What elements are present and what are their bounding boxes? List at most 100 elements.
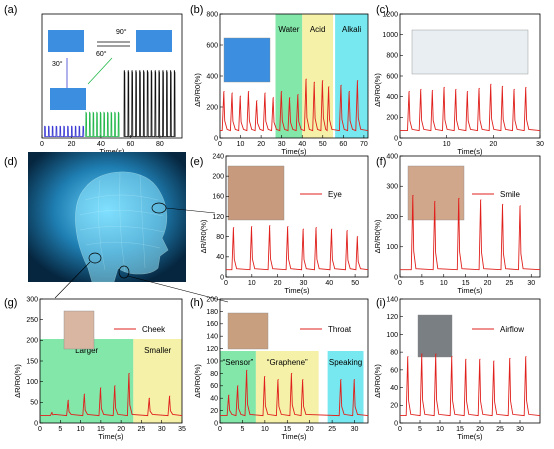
xlabel-c: Time(s) xyxy=(457,147,483,156)
xtick-label-c-2: 20 xyxy=(489,141,497,148)
xtick-label-a-1: 20 xyxy=(68,141,76,148)
xtick-label-f-3: 15 xyxy=(462,280,470,287)
data-point-b-6 xyxy=(272,97,274,99)
series-line-e xyxy=(226,225,369,271)
data-point-g-6 xyxy=(149,397,151,399)
xtick-label-a-4: 80 xyxy=(156,141,164,148)
data-point-a-1-1 xyxy=(89,112,91,113)
data-point-f-3 xyxy=(480,199,482,201)
data-point-b-15 xyxy=(349,91,350,92)
data-point-f-0 xyxy=(412,194,414,196)
ytick-label-h-8: 160 xyxy=(206,321,218,328)
ytick-label-h-6: 120 xyxy=(206,346,218,353)
data-point-a-2-8 xyxy=(154,70,156,71)
ytick-label-e-3: 120 xyxy=(212,214,224,221)
data-point-f-4 xyxy=(502,203,504,205)
connector-line-cheek xyxy=(54,261,91,299)
ytick-label-i-6: 120 xyxy=(386,314,398,321)
ytick-label-i-4: 80 xyxy=(390,350,398,357)
data-point-a-2-12 xyxy=(170,70,172,71)
legend-label-i: Airflow xyxy=(500,325,524,334)
xtick-label-e-1: 10 xyxy=(248,280,256,287)
series-line-b xyxy=(220,79,369,132)
xtick-label-e-5: 50 xyxy=(351,280,359,287)
ylabel-e: ΔR/R0(%) xyxy=(199,219,208,253)
xlabel-f: Time(s) xyxy=(457,286,483,295)
data-point-a-1-9 xyxy=(118,112,120,113)
data-point-b-8 xyxy=(289,97,291,99)
data-point-c-5 xyxy=(467,91,469,92)
data-point-c-2 xyxy=(432,89,434,91)
ytick-label-g-0: 0 xyxy=(34,420,38,427)
data-point-g-7 xyxy=(169,395,171,397)
series-line-a-0 xyxy=(44,125,85,137)
ytick-label-c-1: 200 xyxy=(386,115,398,122)
xtick-label-g-7: 35 xyxy=(178,426,186,433)
data-point-i-2 xyxy=(435,353,437,355)
xtick-label-c-1: 10 xyxy=(443,141,451,148)
data-point-b-16 xyxy=(357,80,359,82)
xtick-label-i-4: 20 xyxy=(476,426,484,433)
data-point-b-12 xyxy=(322,80,324,82)
panel-a-label: (a) xyxy=(4,4,17,16)
xtick-label-i-5: 25 xyxy=(496,426,504,433)
data-point-a-2-11 xyxy=(166,70,168,71)
ytick-label-f-4: 400 xyxy=(386,153,398,160)
data-point-h-5 xyxy=(291,372,293,374)
data-point-e-5 xyxy=(315,227,317,229)
data-point-e-4 xyxy=(302,228,304,230)
ytick-label-h-10: 200 xyxy=(206,296,218,303)
data-point-b-11 xyxy=(314,81,316,83)
xlabel-g: Time(s) xyxy=(98,432,124,441)
throat-photo xyxy=(227,312,269,350)
arrow-60 xyxy=(87,57,113,85)
xtick-label-i-3: 15 xyxy=(456,426,464,433)
xlabel-b: Time(s) xyxy=(281,147,307,156)
data-point-a-2-6 xyxy=(147,70,149,71)
ytick-label-f-3: 300 xyxy=(386,184,398,191)
data-point-a-0-6 xyxy=(67,125,69,127)
ytick-label-b-4: 800 xyxy=(206,11,218,18)
ytick-label-e-1: 40 xyxy=(216,254,224,261)
xtick-label-g-4: 20 xyxy=(117,426,125,433)
xtick-label-g-0: 0 xyxy=(38,426,42,433)
panel-g: (g) Larger Smaller 0 5 10 15 20 25 30 35 0 50 100 150 2… xyxy=(4,296,186,441)
data-point-c-9 xyxy=(513,88,515,90)
data-point-a-1-4 xyxy=(100,112,102,113)
panel-b-label: (b) xyxy=(190,4,203,16)
face-smile-photo xyxy=(407,165,465,221)
panel-g-label: (g) xyxy=(4,297,17,309)
data-point-i-7 xyxy=(509,357,511,359)
ytick-label-c-0: 0 xyxy=(394,135,398,142)
ytick-label-g-4: 200 xyxy=(26,338,38,345)
connector-line-throat xyxy=(127,275,229,303)
data-point-c-7 xyxy=(490,83,492,85)
data-point-b-3 xyxy=(248,91,250,92)
data-point-h-0 xyxy=(228,394,230,396)
panel-i: (i) 0 5 10 15 20 25 30 0 20 40 60 80 100 120 140 Time(s)… xyxy=(373,296,541,441)
xtick-label-h-2: 10 xyxy=(261,426,269,433)
xtick-label-a-3: 60 xyxy=(127,141,135,148)
legend-label-f: Smile xyxy=(500,190,521,199)
ytick-label-h-4: 80 xyxy=(210,371,218,378)
data-point-c-1 xyxy=(420,88,422,90)
data-point-c-3 xyxy=(443,86,445,88)
data-point-a-0-3 xyxy=(56,125,57,127)
xtick-label-g-1: 5 xyxy=(58,426,62,433)
ytick-label-e-6: 240 xyxy=(212,153,224,160)
data-point-a-0-7 xyxy=(71,125,73,127)
connector-line-eye xyxy=(165,207,216,214)
ytick-label-c-4: 800 xyxy=(386,53,398,60)
legend-label-h: Throat xyxy=(328,325,352,334)
data-point-b-14 xyxy=(340,84,342,86)
xtick-label-c-3: 30 xyxy=(536,141,544,148)
panel-e-label: (e) xyxy=(190,156,203,168)
ytick-label-b-0: 0 xyxy=(214,135,218,142)
region-label-b-0: Water xyxy=(278,25,299,34)
ytick-label-i-0: 0 xyxy=(394,420,398,427)
xtick-label-b-2: 20 xyxy=(257,141,265,148)
ytick-label-b-1: 200 xyxy=(206,104,218,111)
ytick-label-e-0: 0 xyxy=(220,274,224,281)
head-silhouette-icon xyxy=(75,171,169,283)
